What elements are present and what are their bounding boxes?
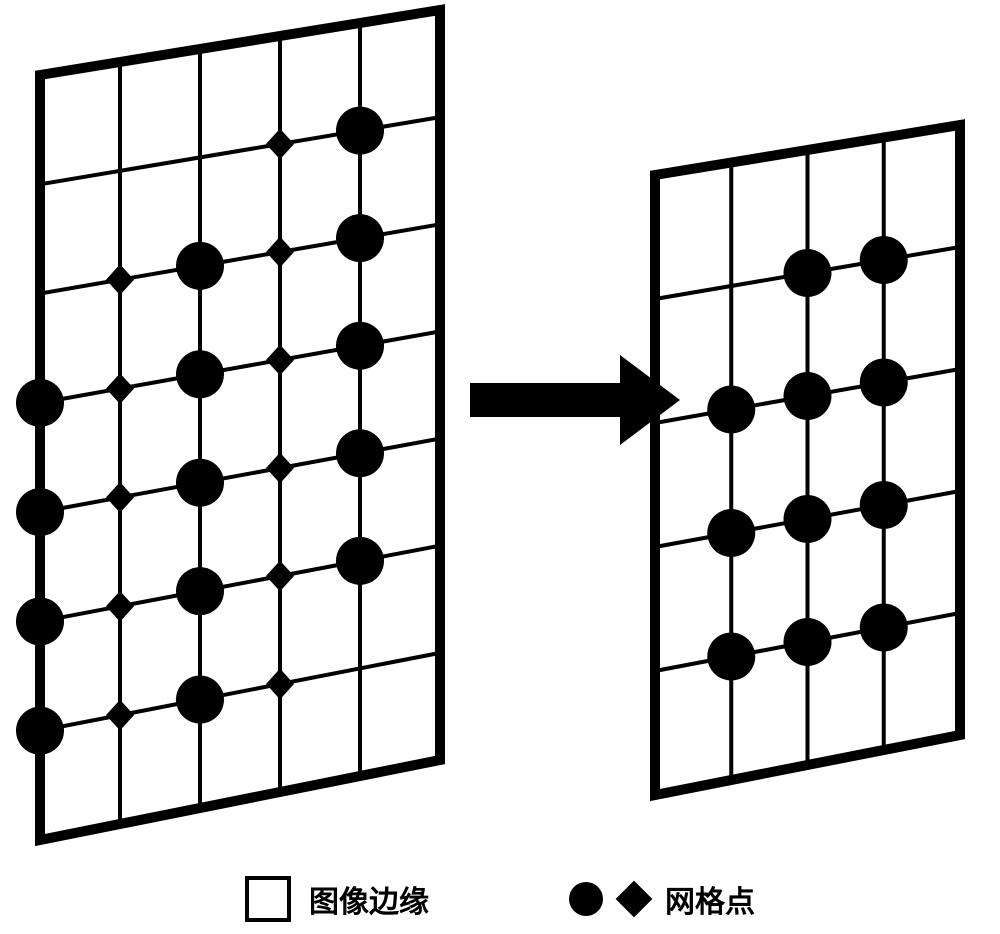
left-panel-diamond-marker	[106, 373, 134, 404]
left-panel-diamond-marker	[266, 453, 294, 484]
square-icon	[245, 876, 291, 922]
arrow-icon	[470, 355, 680, 445]
right-panel-circle-marker	[707, 509, 755, 557]
right-panel-circle-marker	[860, 359, 908, 407]
left-panel-diamond-marker	[266, 129, 294, 160]
legend-edge-label: 图像边缘	[309, 877, 429, 921]
circle-icon	[569, 882, 603, 916]
right-panel-circle-marker	[784, 249, 832, 297]
left-panel-hline	[40, 653, 440, 731]
left-panel-circle-marker	[176, 459, 224, 507]
left-panel-diamond-marker	[266, 561, 294, 592]
left-panel-diamond-marker	[106, 264, 134, 295]
diagram-canvas: 图像边缘 网格点	[0, 0, 1000, 934]
left-panel-circle-marker	[176, 350, 224, 398]
legend-grid-group: 网格点	[569, 877, 755, 921]
left-panel-circle-marker	[176, 567, 224, 615]
left-panel-diamond-marker	[266, 669, 294, 700]
left-panel-circle-marker	[16, 488, 64, 536]
right-panel-circle-marker	[784, 372, 832, 420]
left-panel-circle-marker	[16, 597, 64, 645]
left-panel-diamond-marker	[106, 482, 134, 513]
left-panel-diamond-marker	[106, 591, 134, 622]
legend-grid-label: 网格点	[665, 877, 755, 921]
right-panel-circle-marker	[784, 495, 832, 543]
diagram-svg	[0, 0, 1000, 934]
left-panel-circle-marker	[336, 107, 384, 155]
left-panel-circle-marker	[176, 242, 224, 290]
left-panel-circle-marker	[336, 322, 384, 370]
right-panel-circle-marker	[784, 618, 832, 666]
left-panel-diamond-marker	[266, 237, 294, 268]
right-panel-circle-marker	[707, 633, 755, 681]
legend: 图像边缘 网格点	[0, 876, 1000, 922]
left-panel-diamond-marker	[266, 345, 294, 376]
right-panel-circle-marker	[860, 236, 908, 284]
left-panel-circle-marker	[176, 676, 224, 724]
left-panel-circle-marker	[336, 214, 384, 262]
left-panel-diamond-marker	[106, 700, 134, 731]
right-panel-circle-marker	[860, 604, 908, 652]
diamond-icon	[616, 881, 653, 918]
right-panel-circle-marker	[707, 386, 755, 434]
left-panel-circle-marker	[336, 537, 384, 585]
left-panel-circle-marker	[336, 429, 384, 477]
left-panel-circle-marker	[16, 379, 64, 427]
left-panel-circle-marker	[16, 707, 64, 755]
legend-edge-group: 图像边缘	[245, 876, 429, 922]
right-panel-circle-marker	[860, 481, 908, 529]
